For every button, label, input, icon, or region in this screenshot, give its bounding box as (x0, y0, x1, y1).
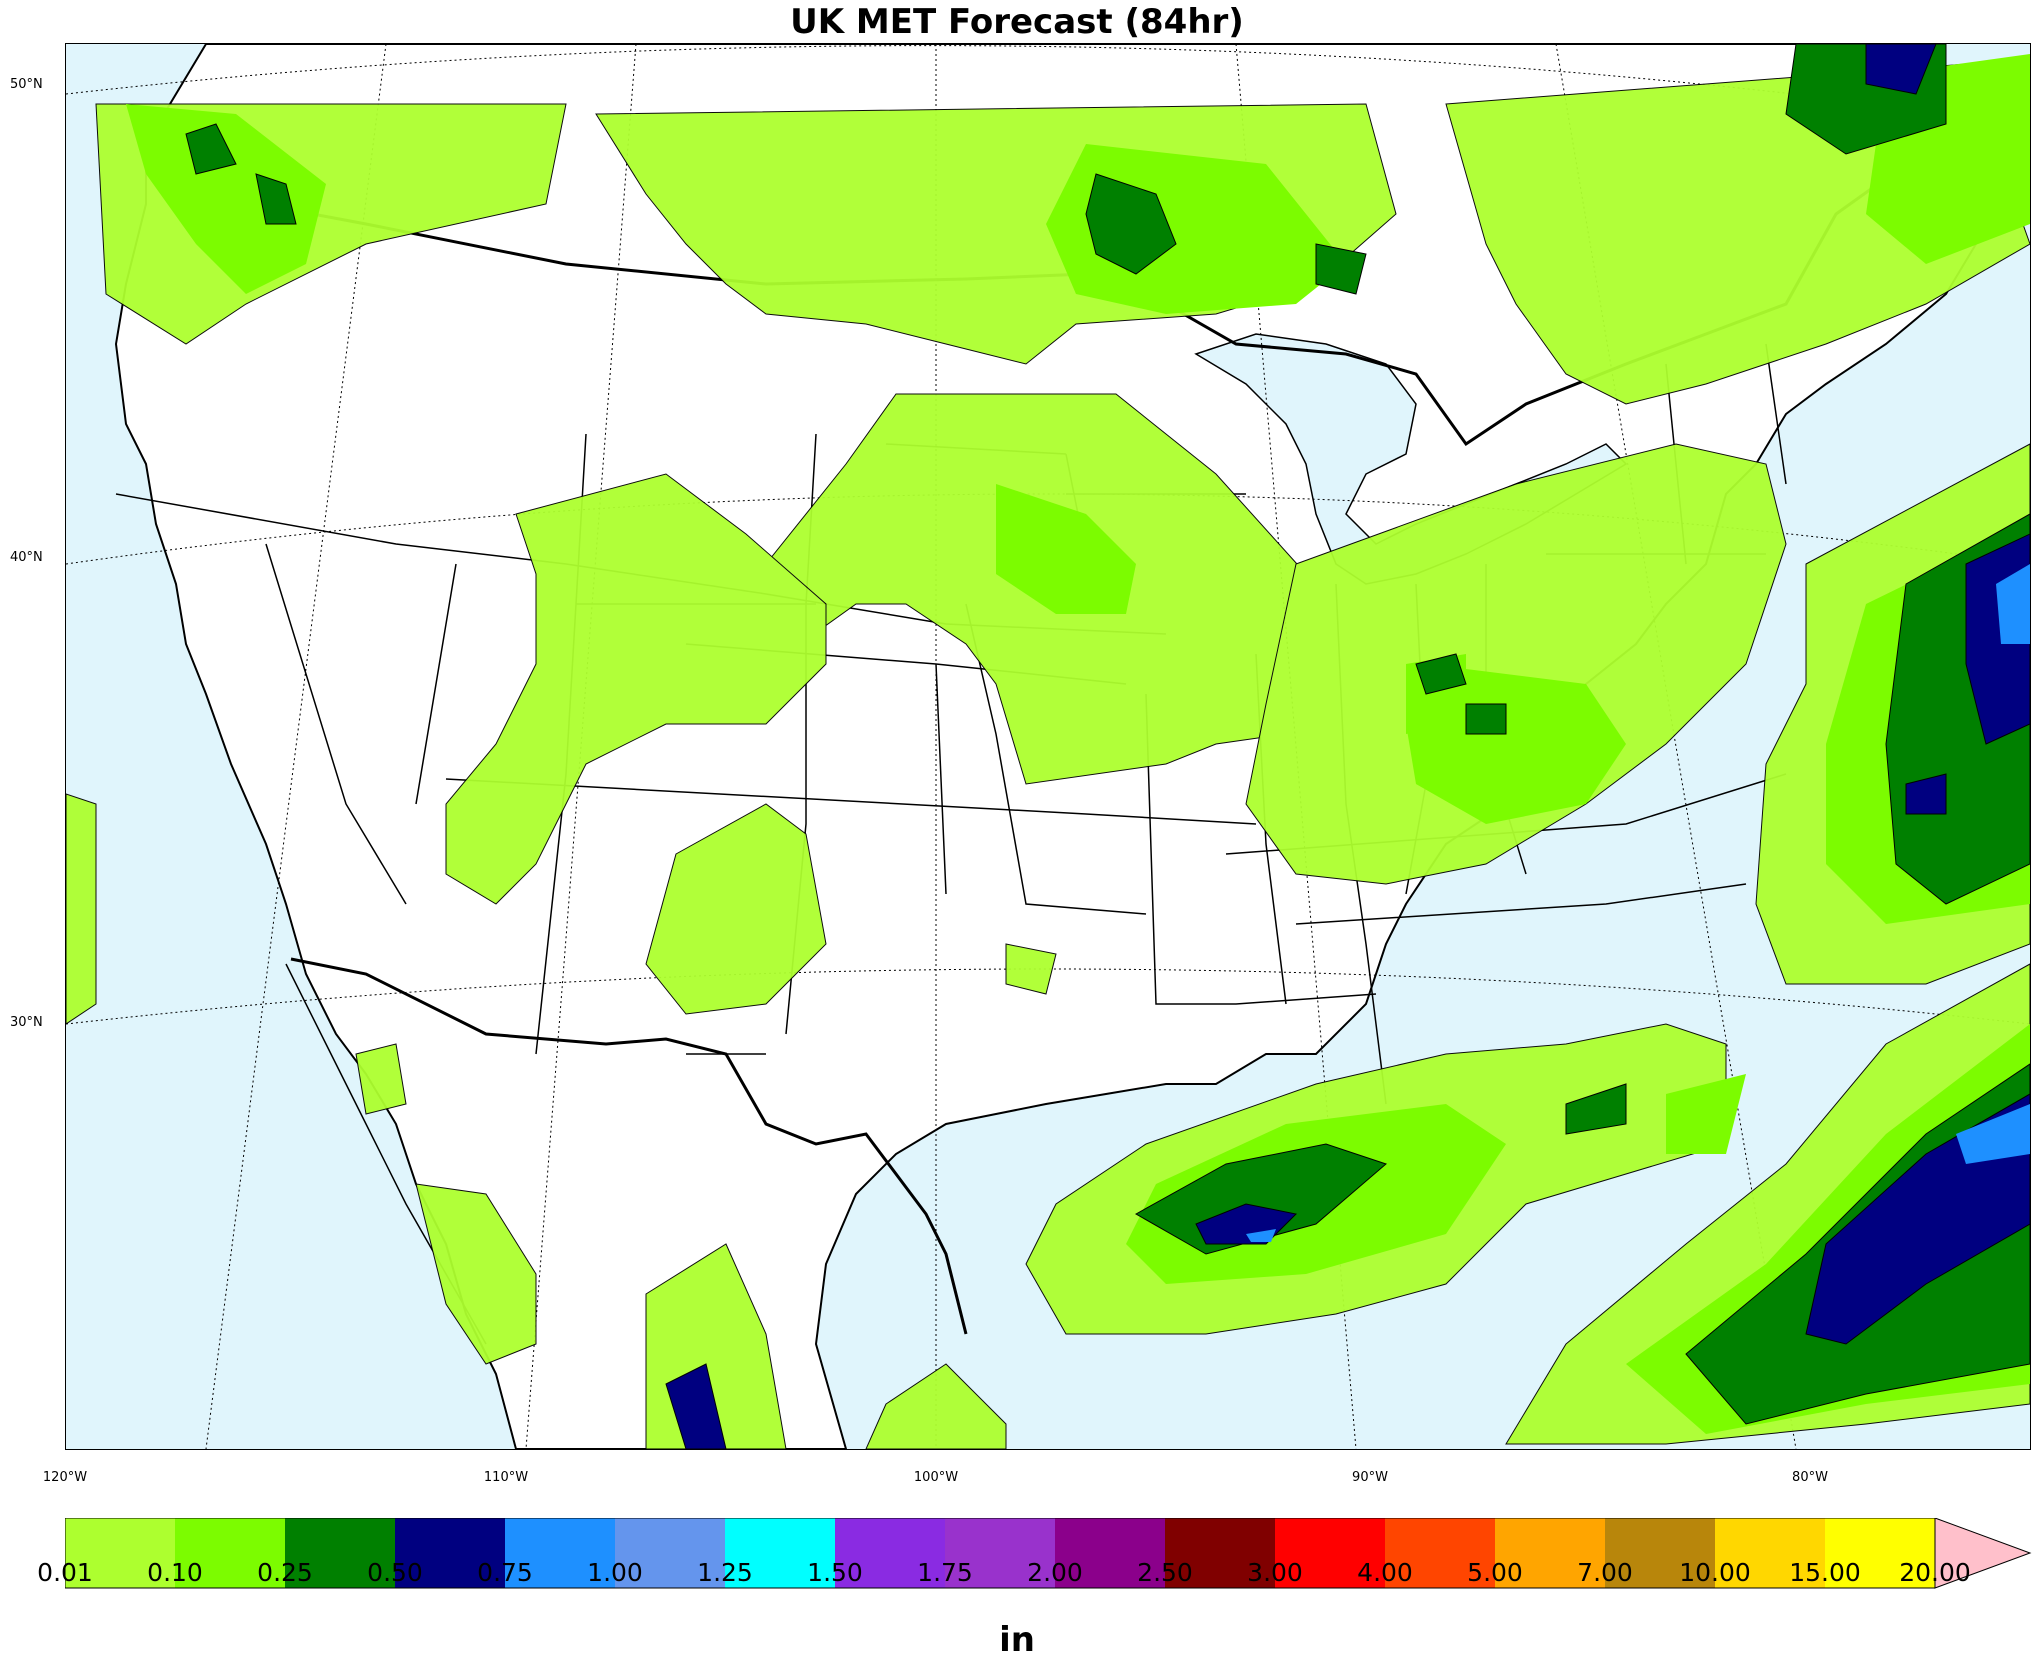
map-title: UK MET Forecast (84hr) (790, 2, 1244, 42)
colorbar-segment (175, 1518, 285, 1588)
lat-label-50n: 50°N (10, 77, 43, 92)
colorbar-tick-label: 2.00 (1027, 1558, 1083, 1587)
precipitation-map (66, 44, 2030, 1449)
map-panel (65, 43, 2031, 1450)
lon-label-90w: 90°W (1352, 1470, 1388, 1485)
colorbar-segment (1715, 1518, 1825, 1588)
precip-0-75 (1246, 564, 2030, 1242)
colorbar-tick-label: 0.01 (37, 1558, 93, 1587)
colorbar-segment (1605, 1518, 1715, 1588)
colorbar-segment (1825, 1518, 1935, 1588)
colorbar-segment (285, 1518, 395, 1588)
colorbar (65, 1518, 2032, 1589)
colorbar-tick-label: 5.00 (1467, 1558, 1523, 1587)
colorbar-segment (1165, 1518, 1275, 1588)
colorbar-segment (945, 1518, 1055, 1588)
colorbar-tick-label: 4.00 (1357, 1558, 1413, 1587)
colorbar-tick-label: 20.00 (1899, 1558, 1971, 1587)
lon-label-110w: 110°W (483, 1470, 529, 1485)
lon-label-80w: 80°W (1792, 1470, 1828, 1485)
colorbar-segment (395, 1518, 505, 1588)
colorbar-segment (1055, 1518, 1165, 1588)
colorbar-segment (1385, 1518, 1495, 1588)
colorbar-segment (505, 1518, 615, 1588)
colorbar-segment (725, 1518, 835, 1588)
colorbar-tick-label: 10.00 (1679, 1558, 1751, 1587)
colorbar-tick-label: 0.75 (477, 1558, 533, 1587)
colorbar-segment (835, 1518, 945, 1588)
colorbar-extend-arrow (1934, 1518, 2032, 1589)
colorbar-tick-label: 1.75 (917, 1558, 973, 1587)
colorbar-units: in (999, 1620, 1035, 1660)
lon-label-100w: 100°W (913, 1470, 959, 1485)
lat-label-40n: 40°N (10, 550, 43, 565)
colorbar-tick-label: 0.50 (367, 1558, 423, 1587)
colorbar-tick-label: 1.50 (807, 1558, 863, 1587)
colorbar-tick-label: 0.25 (257, 1558, 313, 1587)
lat-label-30n: 30°N (10, 1015, 43, 1030)
colorbar-tick-label: 7.00 (1577, 1558, 1633, 1587)
mexico-border (290, 957, 968, 1335)
colorbar-tick-label: 15.00 (1789, 1558, 1861, 1587)
colorbar-tick-label: 0.10 (147, 1558, 203, 1587)
colorbar-tick-label: 1.00 (587, 1558, 643, 1587)
colorbar-segment (615, 1518, 725, 1588)
colorbar-tick-label: 3.00 (1247, 1558, 1303, 1587)
colorbar-segment (1275, 1518, 1385, 1588)
colorbar-segment (65, 1518, 175, 1588)
colorbar-segment (1495, 1518, 1605, 1588)
colorbar-outline (65, 1518, 1935, 1589)
colorbar-tick-label: 2.50 (1137, 1558, 1193, 1587)
lon-label-120w: 120°W (42, 1470, 88, 1485)
colorbar-tick-label: 1.25 (697, 1558, 753, 1587)
